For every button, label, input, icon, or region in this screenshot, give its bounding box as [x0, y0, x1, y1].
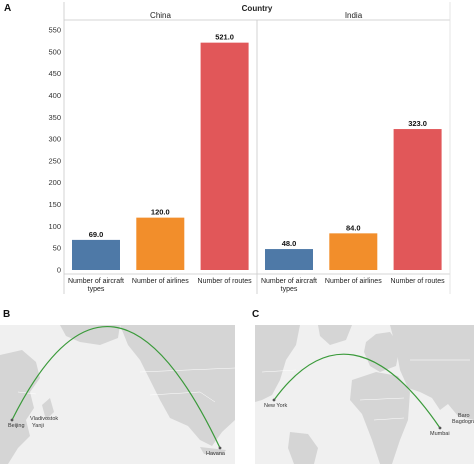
y-tick-label: 500 [48, 47, 61, 56]
data-label: 323.0 [408, 119, 427, 128]
y-tick-label: 250 [48, 156, 61, 165]
category-label: Number of airlines [325, 278, 382, 285]
marker-new-york [272, 398, 276, 402]
map-c-north-america-land [255, 325, 300, 402]
y-tick-label: 100 [48, 222, 61, 231]
data-label: 521.0 [215, 33, 234, 42]
city-label-havana: Havana [206, 451, 226, 457]
map-panel-b: Vladivostok Yanji Beijing Havana [0, 325, 236, 464]
map-c-south-america-land [288, 432, 318, 464]
city-label-beijing: Beijing [8, 423, 25, 429]
bar-india-2 [393, 129, 442, 270]
category-label: Number of airlines [132, 278, 189, 285]
city-label-new-york: New York [264, 403, 287, 409]
y-tick-label: 0 [57, 266, 61, 275]
y-tick-label: 550 [48, 26, 61, 35]
map-c-borders [261, 359, 470, 421]
map-b-caribbean-land [200, 447, 226, 455]
flight-arc-c [273, 353, 441, 429]
category-label: types [88, 286, 105, 293]
city-label-baro: Baro [458, 413, 470, 419]
y-tick-label: 400 [48, 91, 61, 100]
category-label: Number of routes [198, 278, 253, 285]
y-tick-label: 450 [48, 69, 61, 78]
bar-india-1 [329, 233, 378, 270]
bar-china-1 [136, 217, 185, 270]
bar-india-0 [265, 249, 313, 270]
y-axis: 0 50 100 150 200 250 300 350 400 450 500 550 [48, 26, 61, 275]
data-label: 84.0 [346, 223, 361, 232]
panel-header-china: China [150, 11, 171, 20]
panel-label-c: C [252, 309, 259, 320]
category-label: Number of aircraft [68, 278, 124, 285]
category-label: types [281, 286, 298, 293]
panel-label-a: A [4, 3, 11, 14]
map-b-north-america-land [120, 325, 235, 446]
marker-beijing [10, 418, 14, 422]
panel-label-b: B [3, 309, 10, 320]
map-c-greenland-land [318, 325, 352, 345]
bar-china-2 [200, 42, 249, 271]
city-label-bagdogra: Bagdogra [452, 419, 474, 425]
map-c-africa-land [350, 372, 410, 464]
map-c-eurasia-land [390, 325, 474, 420]
city-label-mumbai: Mumbai [430, 431, 450, 437]
data-label: 48.0 [282, 239, 297, 248]
y-tick-label: 150 [48, 200, 61, 209]
map-b-japan-land [42, 398, 54, 420]
marker-mumbai [438, 426, 442, 430]
map-panel-c: New York Mumbai Baro Bagdogra [255, 325, 474, 464]
y-tick-label: 200 [48, 178, 61, 187]
map-b-asia-land [0, 350, 40, 464]
category-label: Number of routes [391, 278, 446, 285]
chart-title: Country [242, 4, 273, 13]
y-tick-label: 50 [53, 244, 61, 253]
bar-chart-panel-a: Country 0 50 100 150 200 250 300 350 400 450 500 55… [48, 2, 451, 294]
flight-arc-b [11, 326, 221, 449]
city-label-yanji: Yanji [32, 423, 44, 429]
y-tick-label: 300 [48, 135, 61, 144]
marker-havana [218, 446, 222, 450]
panel-header-india: India [345, 11, 363, 20]
city-label-vladivostok: Vladivostok [30, 416, 58, 422]
y-tick-label: 350 [48, 113, 61, 122]
data-label: 120.0 [151, 208, 170, 217]
map-b-alaska-land [60, 325, 120, 345]
bar-china-0 [72, 239, 120, 270]
category-label: Number of aircraft [261, 278, 317, 285]
data-label: 69.0 [89, 230, 104, 239]
